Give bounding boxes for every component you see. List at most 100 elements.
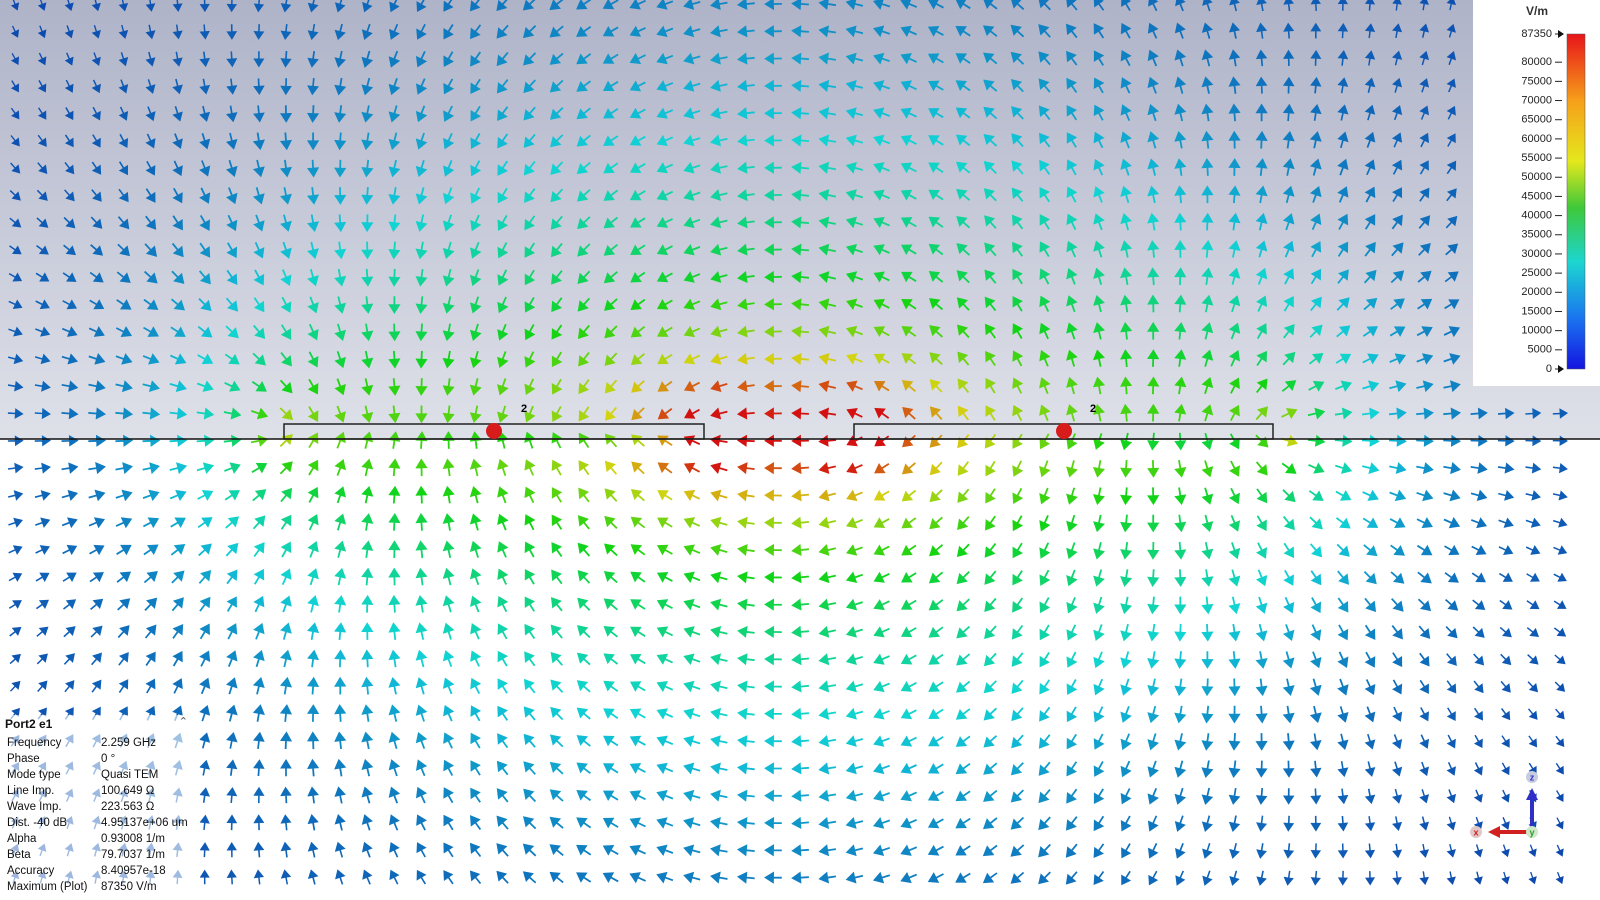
field-arrow (602, 0, 619, 10)
field-arrow (361, 187, 374, 205)
collapse-button[interactable]: ⌃ (178, 716, 188, 728)
field-arrow (985, 515, 996, 531)
field-arrow (1039, 322, 1051, 340)
field-arrow (657, 407, 673, 420)
field-arrow (1228, 295, 1241, 313)
field-arrow (199, 814, 210, 830)
field-arrow (442, 350, 455, 369)
field-arrow (602, 763, 619, 774)
field-arrow (1065, 816, 1078, 831)
field-arrow (683, 325, 701, 338)
field-arrow (1012, 268, 1023, 285)
field-arrow (361, 350, 374, 369)
field-arrow (1255, 705, 1268, 724)
field-arrow (170, 298, 185, 311)
field-arrow (1255, 130, 1268, 149)
field-arrow (1201, 294, 1214, 313)
field-arrow (1362, 462, 1380, 474)
field-arrow (91, 106, 101, 121)
field-arrow (818, 789, 837, 802)
field-arrow (900, 0, 918, 10)
field-arrow (1012, 597, 1024, 613)
field-arrow (1336, 325, 1351, 338)
field-arrow (199, 24, 210, 40)
field-arrow (901, 326, 917, 337)
field-arrow (1472, 599, 1486, 611)
field-arrow (576, 107, 591, 120)
field-arrow (442, 513, 455, 531)
field-arrow (1039, 404, 1051, 422)
field-arrow (88, 326, 105, 337)
field-arrow (361, 378, 374, 396)
field-arrow (1308, 380, 1325, 392)
field-arrow (656, 653, 673, 665)
field-arrow (872, 844, 891, 857)
field-arrow (118, 679, 129, 694)
field-arrow (791, 407, 809, 420)
field-arrow (957, 351, 970, 366)
field-arrow (764, 816, 782, 830)
field-arrow (603, 244, 618, 256)
field-arrow (1039, 679, 1051, 695)
field-arrow (253, 622, 265, 640)
field-arrow (1147, 49, 1159, 67)
field-arrow (1416, 326, 1433, 338)
field-arrow (172, 678, 183, 694)
field-arrow (497, 214, 509, 231)
field-arrow (603, 708, 619, 720)
field-arrow (845, 80, 864, 92)
field-arrow (1038, 132, 1051, 148)
info-value: 4.95137e+06 um (101, 817, 188, 829)
field-arrow (872, 871, 891, 884)
field-arrow (1553, 600, 1567, 609)
field-arrow (928, 270, 944, 283)
legend-tick-label: 0 (1546, 363, 1552, 375)
field-arrow (1389, 353, 1407, 365)
field-arrow (683, 25, 701, 38)
field-arrow (1121, 843, 1132, 859)
field-arrow (361, 786, 374, 804)
field-arrow (874, 462, 890, 474)
field-arrow (442, 405, 455, 424)
field-arrow (928, 571, 944, 584)
field-arrow (1174, 815, 1186, 832)
field-arrow (551, 569, 563, 585)
field-arrow (737, 189, 755, 202)
field-arrow (1066, 132, 1078, 148)
field-arrow (442, 485, 455, 504)
field-arrow (226, 787, 238, 803)
field-arrow (1282, 624, 1295, 641)
field-arrow (927, 790, 944, 801)
field-arrow (1501, 789, 1510, 803)
field-arrow (683, 52, 701, 65)
legend-tick-label: 45000 (1521, 190, 1552, 202)
field-arrow (984, 597, 997, 613)
field-arrow (737, 243, 755, 256)
field-arrow (1499, 599, 1513, 610)
field-arrow (683, 571, 701, 584)
info-row: Beta 79.7037 1/m (0, 847, 200, 863)
field-arrow (1391, 159, 1403, 175)
field-arrow (845, 271, 863, 283)
field-arrow (37, 80, 47, 93)
field-arrow (764, 762, 782, 775)
field-arrow (1473, 707, 1483, 721)
field-arrow (469, 870, 482, 885)
field-arrow (225, 677, 238, 695)
field-arrow (1093, 815, 1105, 832)
field-arrow (1391, 625, 1403, 640)
field-arrow (118, 24, 129, 39)
field-arrow (198, 270, 211, 285)
legend-tick-label: 15000 (1521, 305, 1552, 317)
field-arrow (1391, 214, 1403, 230)
field-arrow (1282, 515, 1295, 531)
field-arrow (334, 595, 347, 613)
field-arrow (1336, 543, 1350, 557)
field-arrow (470, 214, 482, 232)
field-arrow (1201, 514, 1214, 533)
field-arrow (955, 25, 971, 37)
field-arrow (1011, 214, 1024, 230)
field-arrow (1553, 627, 1567, 637)
field-arrow (334, 105, 347, 123)
field-arrow (361, 159, 374, 178)
